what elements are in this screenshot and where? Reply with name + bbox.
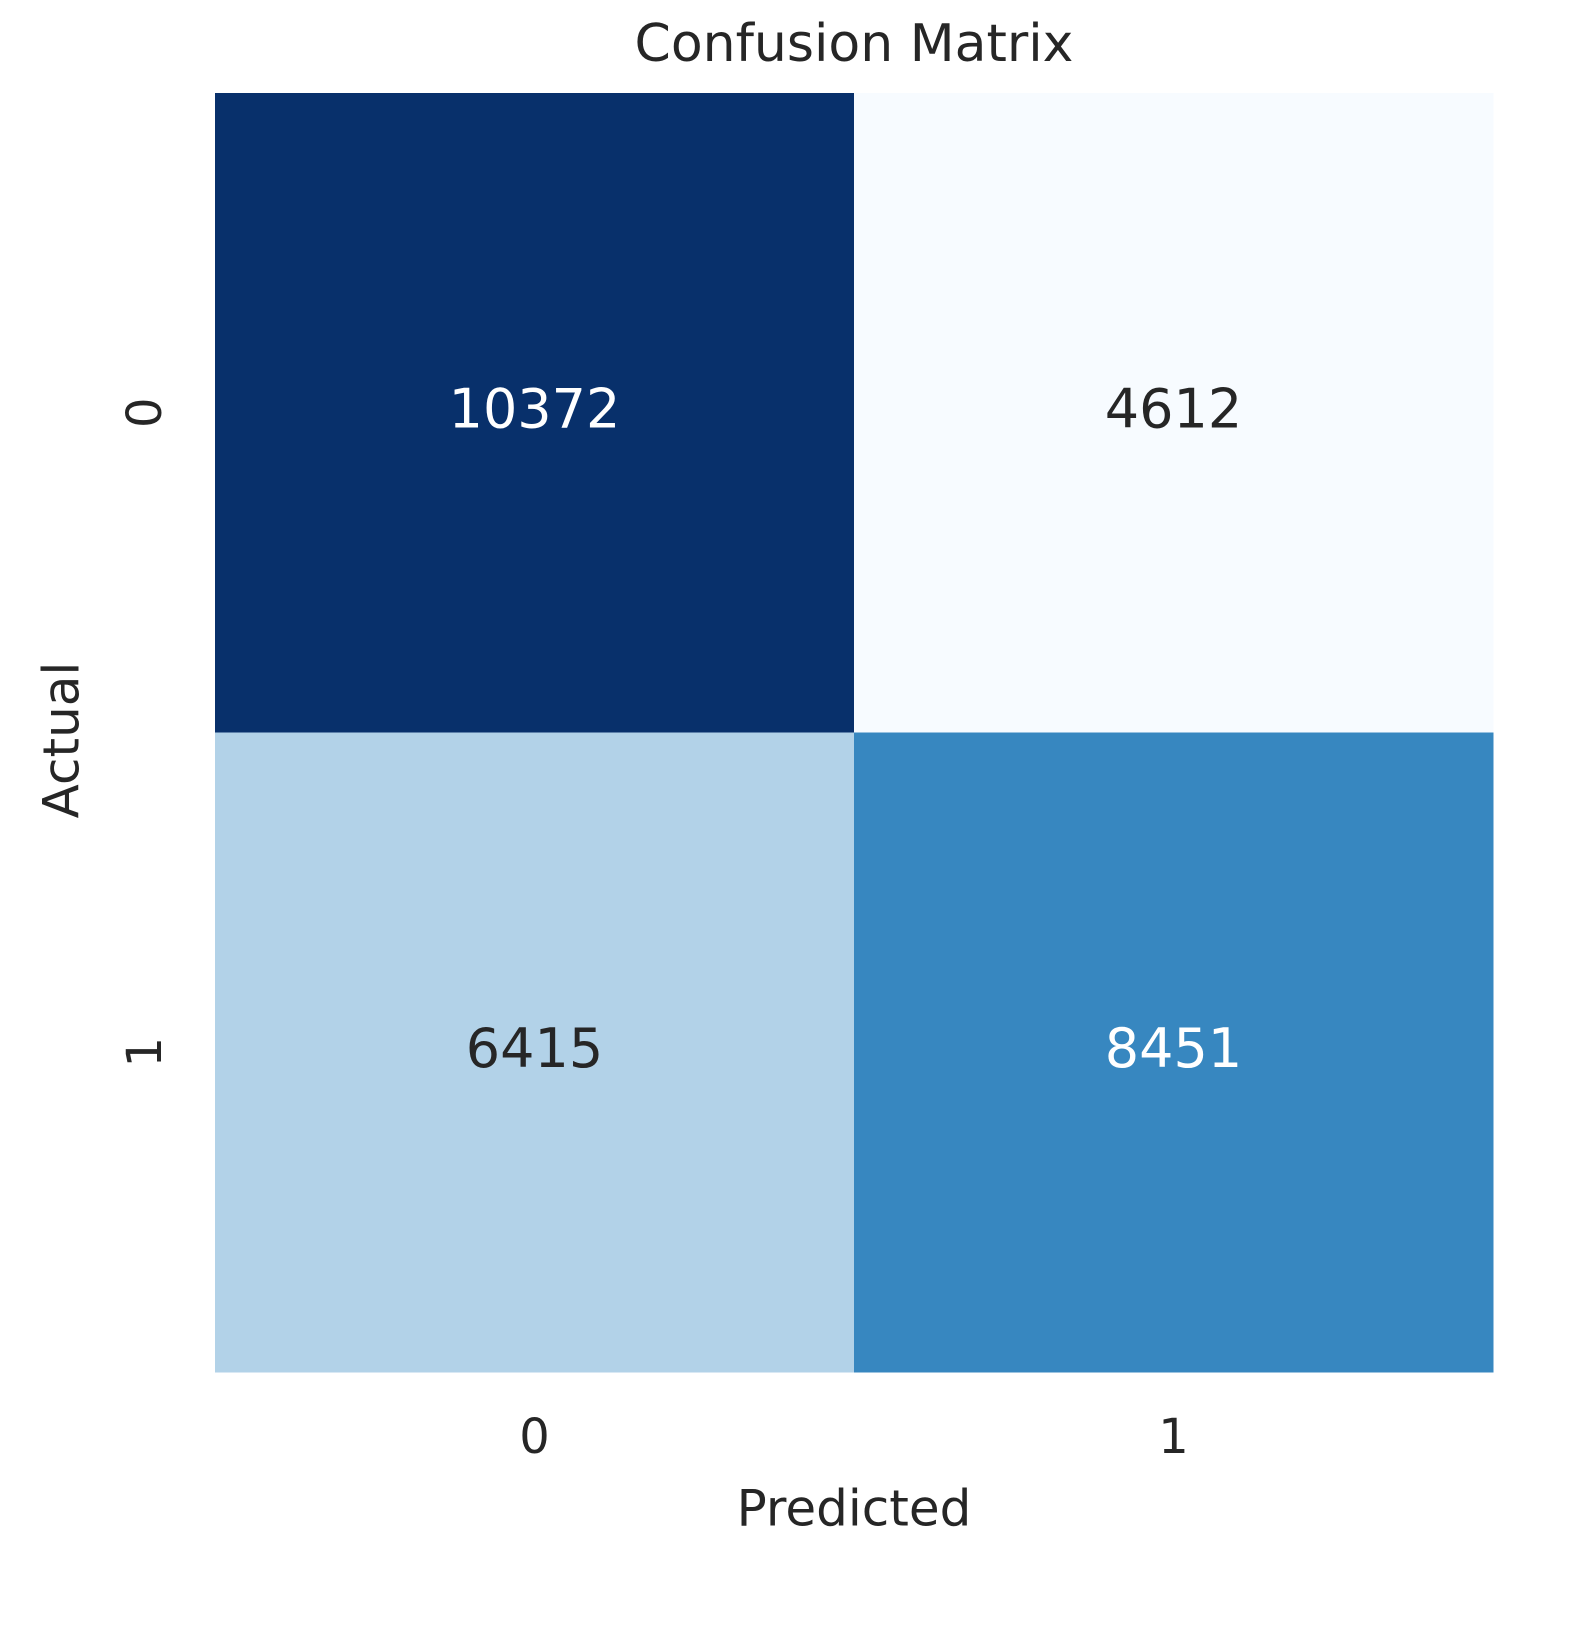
cell-label: 4612: [1105, 377, 1242, 440]
cell-label: 10372: [449, 377, 621, 440]
y-axis-label: Actual: [33, 662, 91, 819]
chart-title: Confusion Matrix: [635, 14, 1074, 74]
x-tick-label: 1: [1158, 1409, 1189, 1465]
y-tick-label: 1: [117, 1037, 173, 1068]
heatmap-cell: [215, 93, 855, 733]
x-tick-label: 0: [519, 1409, 550, 1465]
heatmap-cell: [215, 732, 855, 1373]
cell-label: 6415: [466, 1017, 603, 1080]
x-axis-label: Predicted: [737, 1480, 972, 1538]
cell-label: 8451: [1105, 1017, 1242, 1080]
heatmap-cell: [854, 93, 1494, 733]
heatmap-cell: [854, 732, 1494, 1373]
y-tick-label: 0: [117, 397, 173, 428]
